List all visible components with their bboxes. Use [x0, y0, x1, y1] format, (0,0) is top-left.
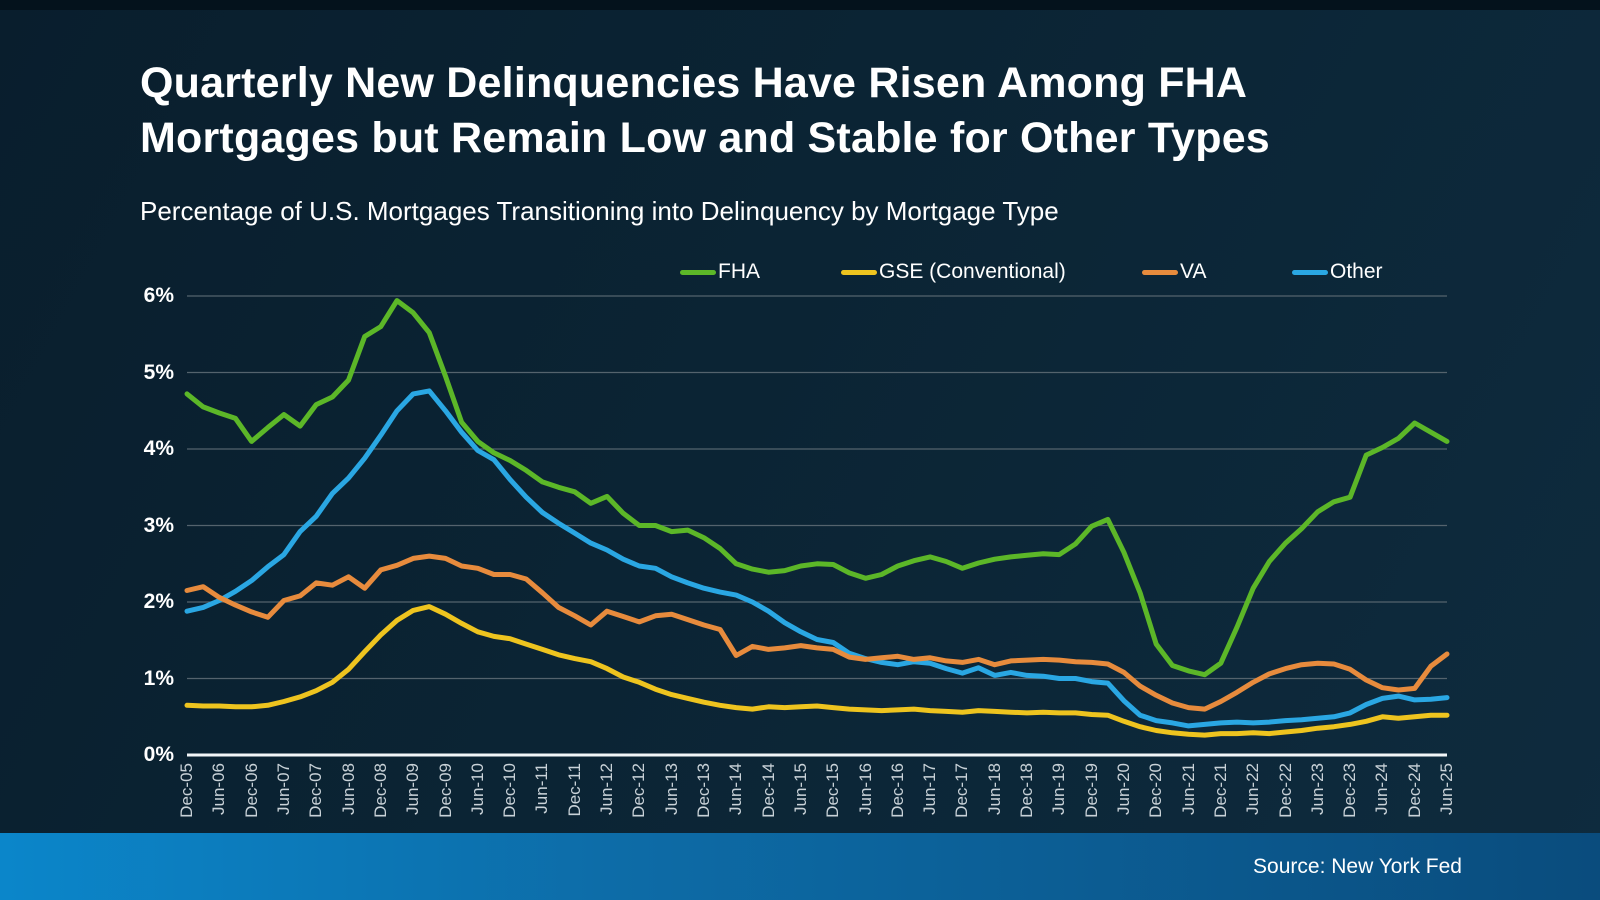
series-line-gse	[184, 604, 1450, 738]
x-tick-label-Jun-09: Jun-09	[403, 763, 423, 815]
x-tick-label-Jun-23: Jun-23	[1307, 763, 1327, 815]
legend-label-fha: FHA	[718, 260, 760, 283]
legend-item-fha: FHA	[680, 258, 760, 286]
x-tick-label-Jun-22: Jun-22	[1243, 763, 1263, 815]
x-tick-label-Jun-08: Jun-08	[338, 763, 358, 815]
y-tick-label-6pct: 6%	[143, 284, 174, 307]
legend-swatch-other	[1292, 269, 1328, 275]
x-tick-label-Jun-13: Jun-13	[661, 763, 681, 815]
y-tick-label-2pct: 2%	[143, 590, 174, 613]
x-tick-label-Dec-13: Dec-13	[693, 763, 713, 818]
top-strip	[0, 0, 1600, 10]
x-tick-label-Dec-20: Dec-20	[1146, 763, 1166, 818]
page-subtitle: Percentage of U.S. Mortgages Transitioni…	[140, 196, 1059, 226]
x-tick-label-Dec-10: Dec-10	[500, 763, 520, 818]
legend-label-other: Other	[1330, 260, 1383, 283]
x-tick-label-Jun-16: Jun-16	[855, 763, 875, 815]
x-tick-label-Jun-24: Jun-24	[1372, 763, 1392, 815]
source-label: Source: New York Fed	[1253, 854, 1462, 878]
x-tick-label-Jun-18: Jun-18	[984, 763, 1004, 815]
legend-label-gse: GSE (Conventional)	[879, 260, 1066, 283]
y-tick-label-5pct: 5%	[143, 360, 174, 384]
x-tick-label-Dec-18: Dec-18	[1017, 763, 1036, 818]
series-line-va	[184, 553, 1450, 712]
x-tick-label-Jun-06: Jun-06	[209, 763, 229, 815]
legend-item-gse: GSE (Conventional)	[841, 258, 1066, 286]
x-tick-label-Dec-12: Dec-12	[629, 763, 649, 818]
y-tick-label-1pct: 1%	[143, 666, 174, 690]
legend-swatch-gse	[841, 269, 877, 275]
x-tick-label-Jun-21: Jun-21	[1178, 763, 1198, 815]
x-tick-label-Dec-24: Dec-24	[1404, 763, 1424, 818]
series-line-other	[184, 388, 1450, 729]
x-tick-label-Dec-15: Dec-15	[823, 763, 843, 818]
x-tick-label-Jun-15: Jun-15	[790, 763, 810, 815]
x-tick-label-Jun-10: Jun-10	[467, 763, 487, 815]
x-tick-label-Dec-19: Dec-19	[1081, 763, 1101, 818]
legend: FHA GSE (Conventional) VA Other	[0, 258, 1600, 286]
x-tick-label-Jun-14: Jun-14	[726, 763, 746, 815]
x-tick-label-Jun-11: Jun-11	[532, 763, 552, 814]
y-tick-label-0pct: 0%	[143, 743, 174, 766]
x-tick-label-Dec-06: Dec-06	[241, 763, 261, 818]
x-tick-label-Jun-12: Jun-12	[597, 763, 616, 815]
x-tick-label-Dec-07: Dec-07	[306, 763, 326, 818]
x-tick-label-Jun-17: Jun-17	[920, 763, 940, 815]
legend-swatch-va	[1142, 269, 1178, 275]
x-tick-label-Dec-14: Dec-14	[758, 763, 778, 818]
legend-swatch-fha	[680, 269, 716, 275]
x-tick-label-Dec-05: Dec-05	[177, 763, 196, 818]
bottom-bar: Source: New York Fed	[0, 833, 1600, 900]
x-tick-label-Jun-07: Jun-07	[273, 763, 293, 815]
x-tick-label-Dec-16: Dec-16	[887, 763, 907, 818]
x-tick-label-Dec-23: Dec-23	[1340, 763, 1360, 818]
x-tick-label-Jun-25: Jun-25	[1437, 763, 1456, 815]
x-tick-label-Jun-19: Jun-19	[1049, 763, 1069, 815]
x-tick-label-Dec-08: Dec-08	[370, 763, 390, 818]
x-tick-label-Dec-17: Dec-17	[952, 763, 972, 818]
legend-item-va: VA	[1142, 258, 1206, 286]
page-title: Quarterly New Delinquencies Have Risen A…	[140, 59, 1270, 162]
legend-label-va: VA	[1180, 260, 1207, 283]
y-tick-label-4pct: 4%	[143, 437, 174, 460]
x-tick-label-Dec-09: Dec-09	[435, 763, 455, 818]
x-tick-label-Dec-22: Dec-22	[1275, 763, 1295, 818]
x-tick-label-Dec-21: Dec-21	[1210, 763, 1230, 818]
x-tick-label-Jun-20: Jun-20	[1113, 763, 1133, 815]
x-tick-label-Dec-11: Dec-11	[564, 763, 584, 817]
series-line-fha	[184, 298, 1450, 678]
legend-item-other: Other	[1292, 258, 1383, 286]
y-tick-label-3pct: 3%	[143, 513, 174, 537]
